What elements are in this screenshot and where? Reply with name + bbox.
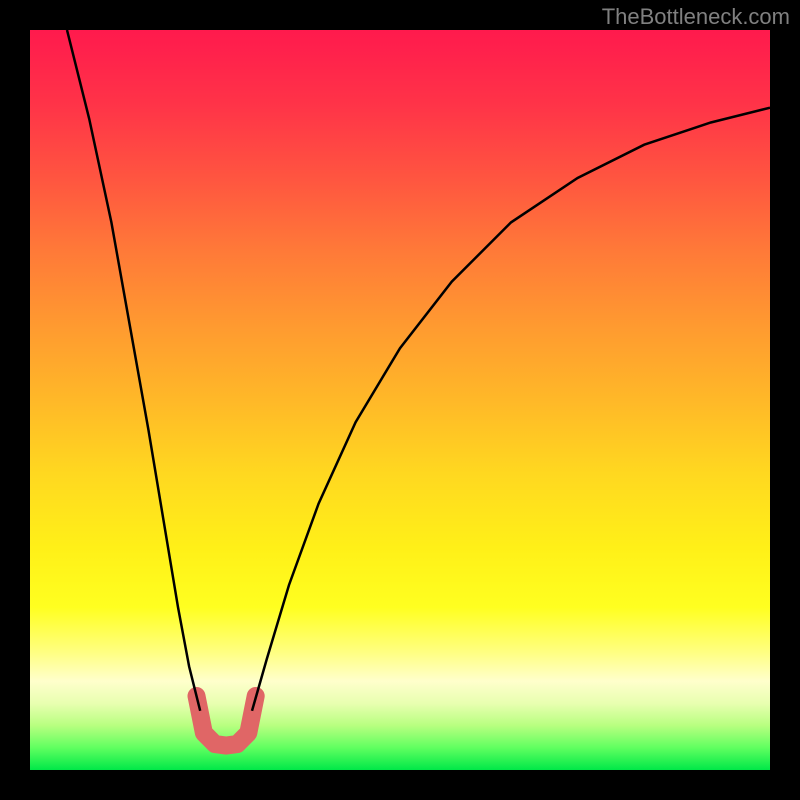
bottom-u-marker [197,696,256,746]
plot-area [30,30,770,770]
watermark-text: TheBottleneck.com [602,4,790,30]
curve-overlay [30,30,770,770]
curve-right-branch [252,108,770,711]
curve-left-branch [67,30,200,711]
